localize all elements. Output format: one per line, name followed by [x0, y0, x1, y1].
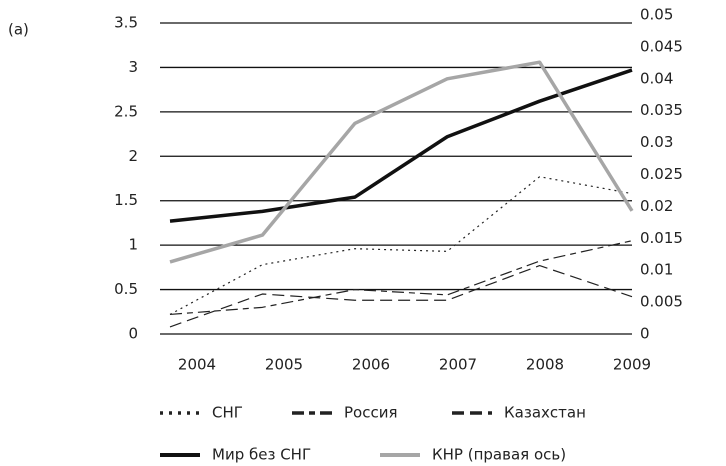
y-tick-label: 0.5	[114, 280, 138, 298]
x-tick-label: 2006	[352, 356, 390, 374]
panel-label: (a)	[8, 21, 29, 39]
x-tick-label: 2007	[439, 356, 477, 374]
y-tick-label: 3.5	[114, 14, 138, 32]
x-tick-label: 2009	[613, 356, 651, 374]
y2-tick-label: 0.03	[640, 133, 673, 151]
y-tick-label: 1.5	[114, 191, 138, 209]
series-line	[169, 264, 633, 328]
legend-label: СНГ	[212, 404, 243, 422]
y-tick-label: 2.5	[114, 102, 138, 120]
y2-tick-label: 0.005	[640, 293, 683, 311]
x-tick-label: 2005	[265, 356, 303, 374]
y-tick-label: 0	[128, 325, 138, 343]
y2-tick-label: 0.025	[640, 165, 683, 183]
legend-label: Мир без СНГ	[212, 446, 311, 464]
y2-tick-label: 0.05	[640, 6, 673, 24]
y2-tick-label: 0.01	[640, 261, 673, 279]
y2-tick-label: 0	[640, 325, 650, 343]
series-line	[169, 60, 634, 264]
x-tick-label: 2004	[178, 356, 216, 374]
y2-tick-label: 0.02	[640, 197, 673, 215]
legend-label: КНР (правая ось)	[432, 446, 566, 464]
y2-tick-label: 0.015	[640, 229, 683, 247]
series-line	[169, 68, 633, 223]
y-tick-label: 2	[128, 147, 138, 165]
series-line	[169, 240, 633, 316]
y2-tick-label: 0.035	[640, 101, 683, 119]
y-tick-label: 3	[128, 58, 138, 76]
x-tick-label: 2008	[526, 356, 564, 374]
y2-tick-label: 0.04	[640, 69, 673, 87]
legend-label: Казахстан	[504, 404, 586, 422]
legend-label: Россия	[344, 404, 398, 422]
y-tick-label: 1	[128, 236, 138, 254]
y2-tick-label: 0.045	[640, 37, 683, 55]
